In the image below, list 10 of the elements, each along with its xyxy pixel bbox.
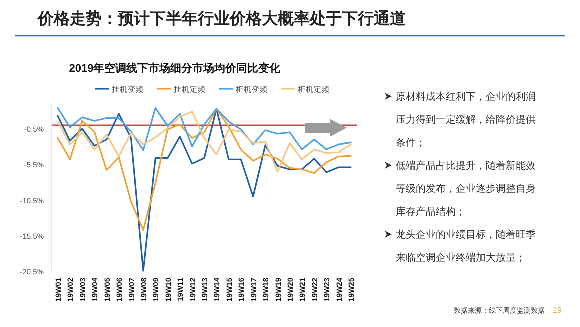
text: 19 xyxy=(553,306,562,315)
line-series xyxy=(57,108,352,272)
line-series xyxy=(57,107,352,152)
text: 原材料成本红利下，企业的利润压力得到一定缓解，给降价提供条件； xyxy=(396,92,536,149)
chart-subtitle: 2019年空调线下市场细分市场均价同比变化 xyxy=(69,62,282,75)
line-series xyxy=(57,108,352,232)
chart-title: 价格走势：预计下半年行业价格大概率处于下行通道 xyxy=(37,9,407,28)
line-series xyxy=(57,111,352,173)
text: 低端产品占比提升，随着新能效等级的发布，企业逐步调整自身库存产品结构； xyxy=(396,161,536,218)
text: 龙头企业的业绩目标，随着旺季来临空调企业终端加大放量； xyxy=(396,230,536,264)
